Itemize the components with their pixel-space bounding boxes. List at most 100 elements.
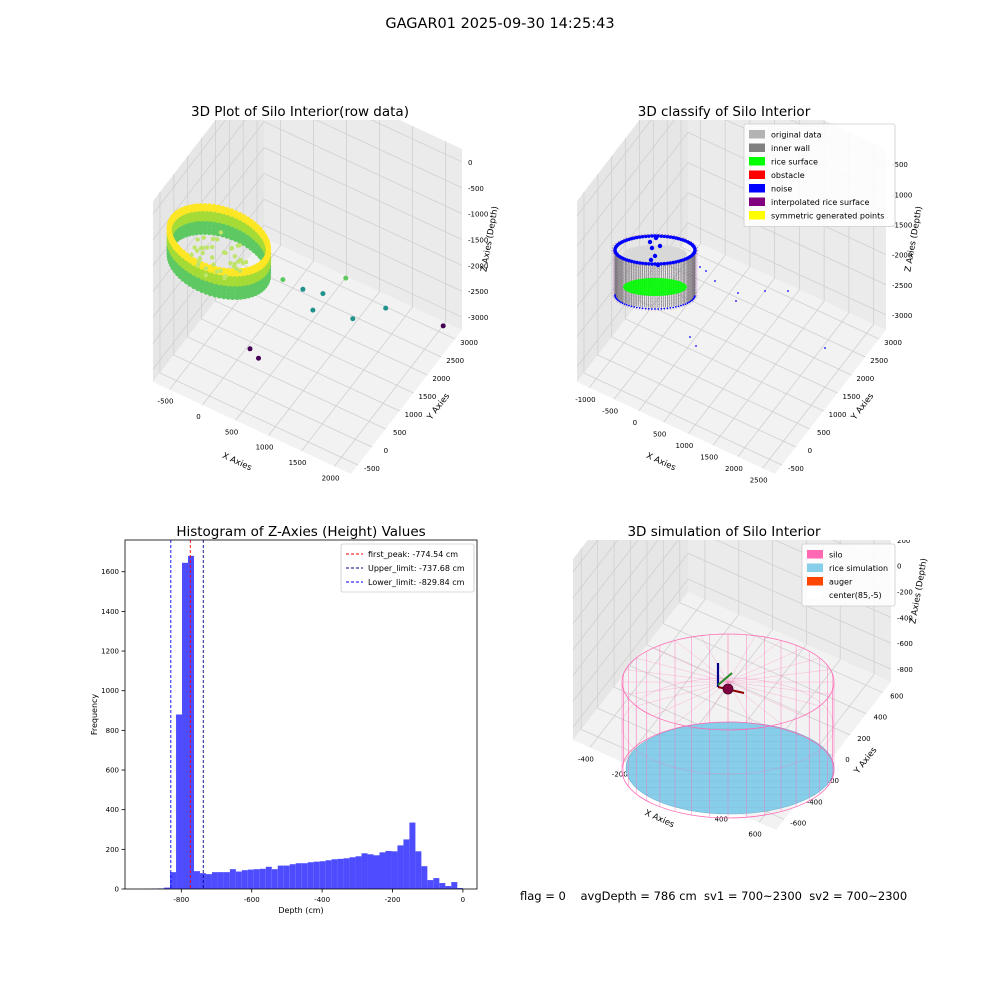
x-tick-label: 2000 [322, 474, 340, 482]
histogram-bar [397, 845, 403, 889]
z-tick-label: 200 [897, 540, 910, 545]
histogram-bar [326, 860, 332, 889]
panel4-title: 3D simulation of Silo Interior [574, 524, 874, 540]
histogram-bar [332, 859, 338, 889]
inner-point [195, 237, 199, 241]
histogram-bar [421, 866, 427, 889]
noise-point [638, 235, 641, 238]
classify-legend-swatch [749, 184, 765, 193]
noise-point [669, 235, 672, 238]
classify-legend-label: interpolated rice surface [771, 198, 869, 207]
inner-point [222, 250, 226, 254]
inner-point [192, 245, 196, 249]
classify-legend-swatch [749, 130, 765, 139]
y-tick-label: 0 [808, 447, 812, 455]
y-tick-label: 0 [845, 756, 849, 764]
histogram-bar [260, 869, 266, 889]
scatter-point [248, 346, 253, 351]
y-tick-label: 1200 [101, 648, 119, 656]
histogram-bar [308, 862, 314, 889]
histogram-bar [403, 839, 409, 889]
noise-point [824, 347, 826, 349]
x-axis-label: X Axies [645, 451, 678, 474]
histogram-bar [188, 556, 194, 889]
histogram-legend-label: first_peak: -774.54 cm [368, 550, 458, 559]
y-tick-label: 2500 [446, 357, 464, 365]
histogram-bar [248, 870, 254, 889]
noise-point [628, 305, 630, 307]
y-tick-label: 1400 [101, 608, 119, 616]
y-axis-label: Y Axies [852, 745, 880, 777]
noise-point [650, 262, 653, 265]
x-tick-label: -500 [602, 407, 618, 415]
noise-point [787, 290, 789, 292]
y-tick-label: 0 [115, 886, 119, 894]
ring-point [229, 208, 234, 213]
histogram-bar [290, 864, 296, 889]
ring-point [225, 207, 230, 212]
noise-point [645, 308, 647, 310]
y-tick-label: 400 [874, 714, 887, 722]
inner-point [204, 266, 208, 270]
noise-point [644, 262, 647, 265]
simulation-legend-swatch [807, 550, 823, 559]
histogram-bar [314, 862, 320, 889]
scatter-point [350, 316, 355, 321]
inner-point [241, 261, 245, 265]
noise-point [641, 235, 644, 238]
status-footer: flag = 0 avgDepth = 786 cm sv1 = 700~230… [520, 889, 907, 903]
inner-point [210, 255, 214, 259]
classify-legend-swatch [749, 198, 765, 207]
x-tick-label: 600 [748, 831, 761, 839]
inner-point [205, 245, 209, 249]
auger-marker [723, 684, 733, 694]
scatter-point [441, 323, 446, 328]
y-tick-label: 1500 [843, 393, 861, 401]
x-tick-label: -600 [244, 896, 260, 904]
y-tick-label: 1000 [101, 687, 119, 695]
histogram-bar [242, 870, 248, 889]
ring-point [211, 204, 216, 209]
figure-title: GAGAR01 2025-09-30 14:25:43 [0, 16, 1000, 32]
noise-point [764, 290, 766, 292]
noise-point [631, 305, 633, 307]
ring-point [220, 206, 225, 211]
z-tick-label: -200 [897, 589, 913, 597]
noise-point [622, 302, 624, 304]
histogram-bar [445, 886, 451, 889]
inner-point [233, 254, 237, 258]
histogram-bar [391, 851, 397, 889]
noise-point [647, 262, 650, 265]
noise-point [689, 336, 691, 338]
histogram-bar [206, 874, 212, 889]
histogram-bar [451, 882, 457, 889]
classify-legend-label: original data [771, 131, 822, 140]
y-tick-label: 400 [106, 806, 119, 814]
z-tick-label: -2500 [468, 288, 488, 296]
histogram-bar [320, 861, 326, 889]
noise-point [735, 300, 737, 302]
x-tick-label: -400 [578, 756, 594, 764]
z-tick-label: 0 [468, 159, 472, 167]
histogram-bar [212, 872, 218, 889]
scatter-point [256, 356, 261, 361]
x-tick-label: 500 [225, 428, 238, 436]
y-tick-label: 200 [106, 846, 119, 854]
inner-point [215, 237, 219, 241]
histogram-bar [439, 883, 445, 889]
y-tick-label: 1600 [101, 568, 119, 576]
x-tick-label: 2500 [750, 476, 768, 484]
histogram-bar [224, 872, 230, 889]
noise-point [687, 302, 689, 304]
inner-point [238, 269, 242, 273]
noise-point [675, 306, 677, 308]
inner-point [189, 253, 193, 257]
noise-point [678, 305, 680, 307]
x-tick-label: 1500 [700, 453, 718, 461]
scatter-point [310, 308, 315, 313]
histogram-bar [380, 852, 386, 889]
inner-point [211, 237, 215, 241]
x-tick-label: 500 [653, 430, 666, 438]
histogram-bar [409, 823, 415, 889]
histogram-bar [266, 867, 272, 889]
